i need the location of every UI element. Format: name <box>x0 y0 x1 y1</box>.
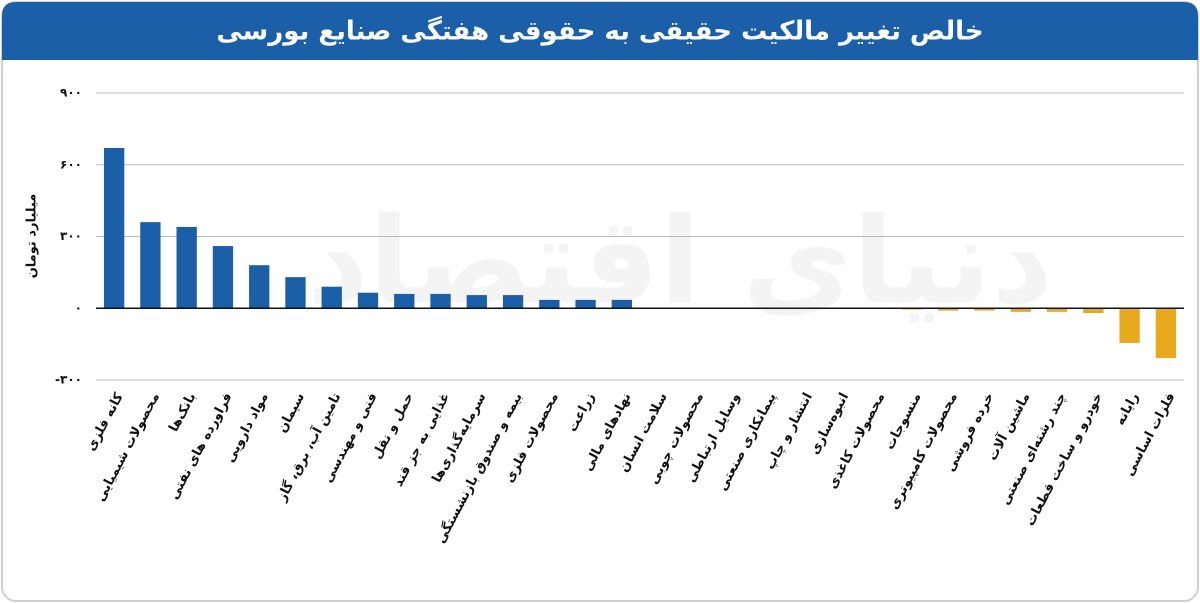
bar <box>140 222 161 309</box>
bar <box>1010 308 1031 312</box>
y-tick-label: ۰ <box>75 301 82 315</box>
title-banner <box>2 2 1198 60</box>
bar <box>1155 308 1177 358</box>
bar <box>1119 308 1140 343</box>
bar <box>357 292 379 309</box>
bar <box>103 148 125 309</box>
bar <box>502 295 524 309</box>
bar <box>249 265 270 309</box>
bar <box>539 299 560 309</box>
chart-title: خالص تغییر مالکیت حقیقی به حقوقی هفتگی ص… <box>216 16 983 47</box>
bar <box>394 293 415 309</box>
bar <box>176 226 197 309</box>
bar <box>575 299 596 309</box>
bar <box>1046 308 1068 312</box>
y-tick-label: ۶۰۰ <box>60 157 82 171</box>
bar <box>321 286 342 309</box>
bar <box>1083 308 1104 314</box>
bar <box>466 295 487 309</box>
bar <box>212 246 234 309</box>
y-tick-label: ۳۰۰ <box>60 229 82 243</box>
bar <box>938 308 959 311</box>
y-axis-label: میلیارد تومان <box>25 194 40 279</box>
bar <box>430 293 451 309</box>
bar <box>974 308 995 311</box>
bar <box>285 277 306 309</box>
y-tick-label: -۳۰۰ <box>55 373 82 387</box>
bar <box>611 299 633 309</box>
watermark: دنیای اقتصاد <box>307 193 1053 332</box>
y-tick-label: ۹۰۰ <box>60 86 82 100</box>
